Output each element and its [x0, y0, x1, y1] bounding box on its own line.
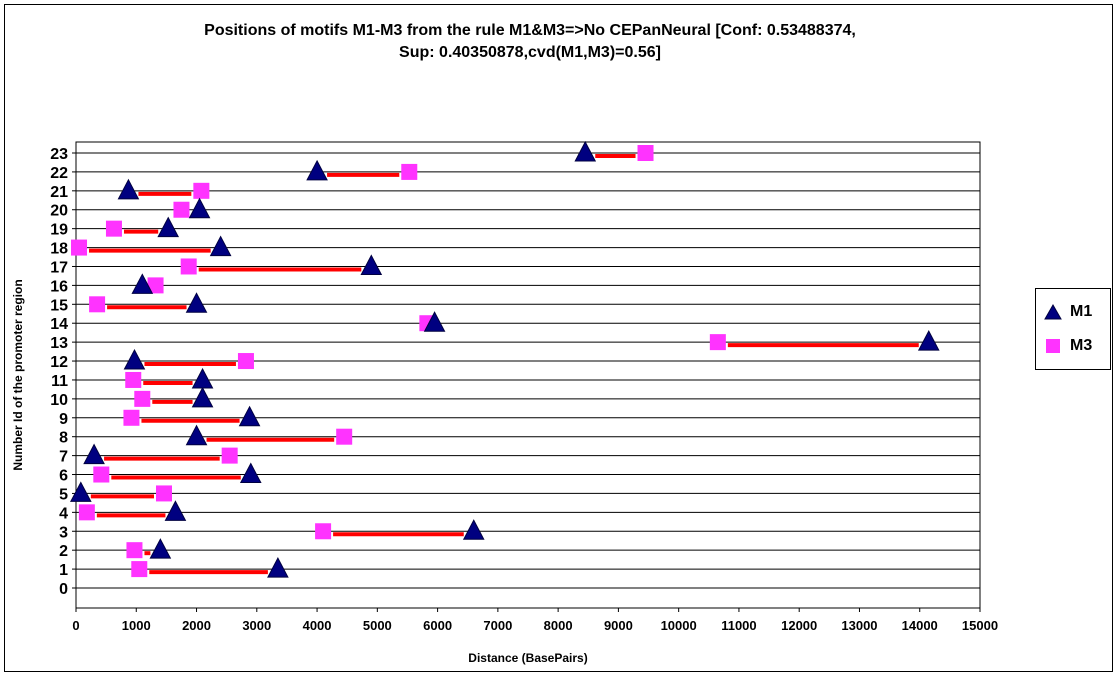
m3-point	[237, 353, 254, 370]
m1-point	[239, 462, 262, 484]
y-tick-label: 21	[50, 184, 68, 201]
legend-label-m1: M1	[1070, 303, 1093, 320]
m3-point	[125, 371, 142, 388]
y-tick-label: 2	[59, 543, 68, 560]
y-tick-label: 1	[59, 562, 68, 579]
m3-point	[637, 145, 654, 161]
x-tick-label: 4000	[303, 618, 332, 633]
y-tick-label: 23	[50, 146, 68, 163]
y-tick-label: 12	[50, 354, 68, 371]
x-tick-label: 3000	[242, 618, 271, 633]
m1-point	[191, 367, 214, 389]
m1-point	[306, 159, 328, 181]
x-axis-title: Distance (BasePairs)	[468, 651, 587, 665]
y-axis-title: Number Id of the promoter region	[11, 279, 25, 470]
x-tick-label: 7000	[483, 618, 512, 633]
m1-point	[238, 405, 261, 427]
x-tick-label: 14000	[902, 618, 938, 633]
y-tick-label: 17	[50, 259, 68, 276]
y-tick-label: 13	[50, 335, 68, 352]
x-tick-label: 10000	[661, 618, 697, 633]
legend-item-m1: M1	[1044, 300, 1092, 324]
legend-item-m3: M3	[1044, 334, 1092, 358]
chart-frame	[4, 4, 1113, 672]
y-tick-label: 22	[50, 165, 68, 182]
m3-point	[134, 390, 151, 407]
m3-point	[78, 504, 95, 521]
m1-point	[423, 311, 446, 332]
y-tick-label: 20	[50, 203, 68, 220]
m1-point	[185, 292, 208, 313]
x-tick-label: 2000	[182, 618, 211, 633]
m3-point	[180, 258, 197, 275]
y-tick-label: 10	[50, 392, 68, 409]
m3-point	[193, 182, 210, 199]
y-tick-label: 7	[59, 449, 68, 466]
square-marker-icon	[1046, 339, 1060, 353]
m3-point	[89, 296, 106, 313]
chart-title-line-2: Sup: 0.40350878,cvd(M1,M3)=0.56]	[399, 44, 661, 61]
y-tick-label: 6	[59, 468, 68, 485]
m1-point	[157, 216, 180, 238]
x-tick-label: 9000	[604, 618, 633, 633]
x-tick-label: 13000	[841, 618, 877, 633]
m3-point	[126, 542, 143, 559]
m3-point	[221, 447, 238, 464]
m1-point	[267, 557, 289, 578]
x-tick-label: 15000	[962, 618, 998, 633]
m3-point	[401, 163, 418, 180]
m3-point	[147, 277, 164, 294]
m1-point	[123, 348, 146, 370]
y-tick-label: 9	[59, 411, 68, 428]
m1-point	[462, 519, 485, 540]
m1-point	[188, 197, 211, 219]
m1-point	[131, 273, 154, 294]
x-tick-label: 12000	[781, 618, 817, 633]
y-tick-label: 15	[50, 297, 68, 314]
y-tick-label: 0	[59, 581, 68, 598]
x-tick-label: 5000	[363, 618, 392, 633]
m1-point	[164, 500, 187, 521]
x-tick-label: 6000	[423, 618, 452, 633]
y-tick-label: 4	[59, 505, 68, 522]
m3-point	[155, 485, 172, 502]
m3-point	[123, 409, 140, 426]
y-tick-label: 5	[59, 486, 68, 503]
m3-point	[315, 523, 332, 540]
m3-point	[93, 466, 110, 483]
m1-point	[185, 424, 208, 446]
m1-point	[191, 386, 214, 408]
triangle-marker-icon	[1044, 304, 1062, 320]
m1-point	[209, 235, 232, 257]
m1-point	[69, 481, 92, 502]
m3-point	[131, 561, 148, 578]
m1-point	[149, 538, 172, 559]
y-tick-label: 11	[51, 373, 68, 390]
y-tick-label: 8	[59, 430, 68, 447]
m1-point	[574, 140, 597, 162]
m3-point	[105, 220, 122, 237]
x-tick-label: 1000	[122, 618, 151, 633]
m1-point	[83, 443, 105, 465]
plot-border	[75, 141, 981, 609]
chart-title-line-1: Positions of motifs M1-M3 from the rule …	[204, 22, 856, 39]
m3-point	[173, 201, 190, 218]
x-tick-label: 8000	[544, 618, 573, 633]
legend: M1 M3	[1035, 288, 1111, 370]
m1-point	[360, 254, 383, 275]
x-tick-label: 11000	[721, 618, 756, 633]
y-tick-label: 16	[50, 278, 68, 295]
y-tick-label: 18	[50, 241, 68, 258]
m1-point	[917, 330, 940, 351]
m1-point	[117, 178, 140, 200]
y-tick-label: 3	[59, 524, 68, 541]
m3-point	[336, 428, 353, 445]
y-tick-label: 14	[50, 316, 68, 333]
m3-point	[709, 334, 726, 351]
x-tick-label: 0	[72, 618, 79, 633]
m3-point	[71, 239, 88, 256]
legend-label-m3: M3	[1070, 337, 1093, 354]
y-tick-label: 19	[50, 222, 68, 239]
